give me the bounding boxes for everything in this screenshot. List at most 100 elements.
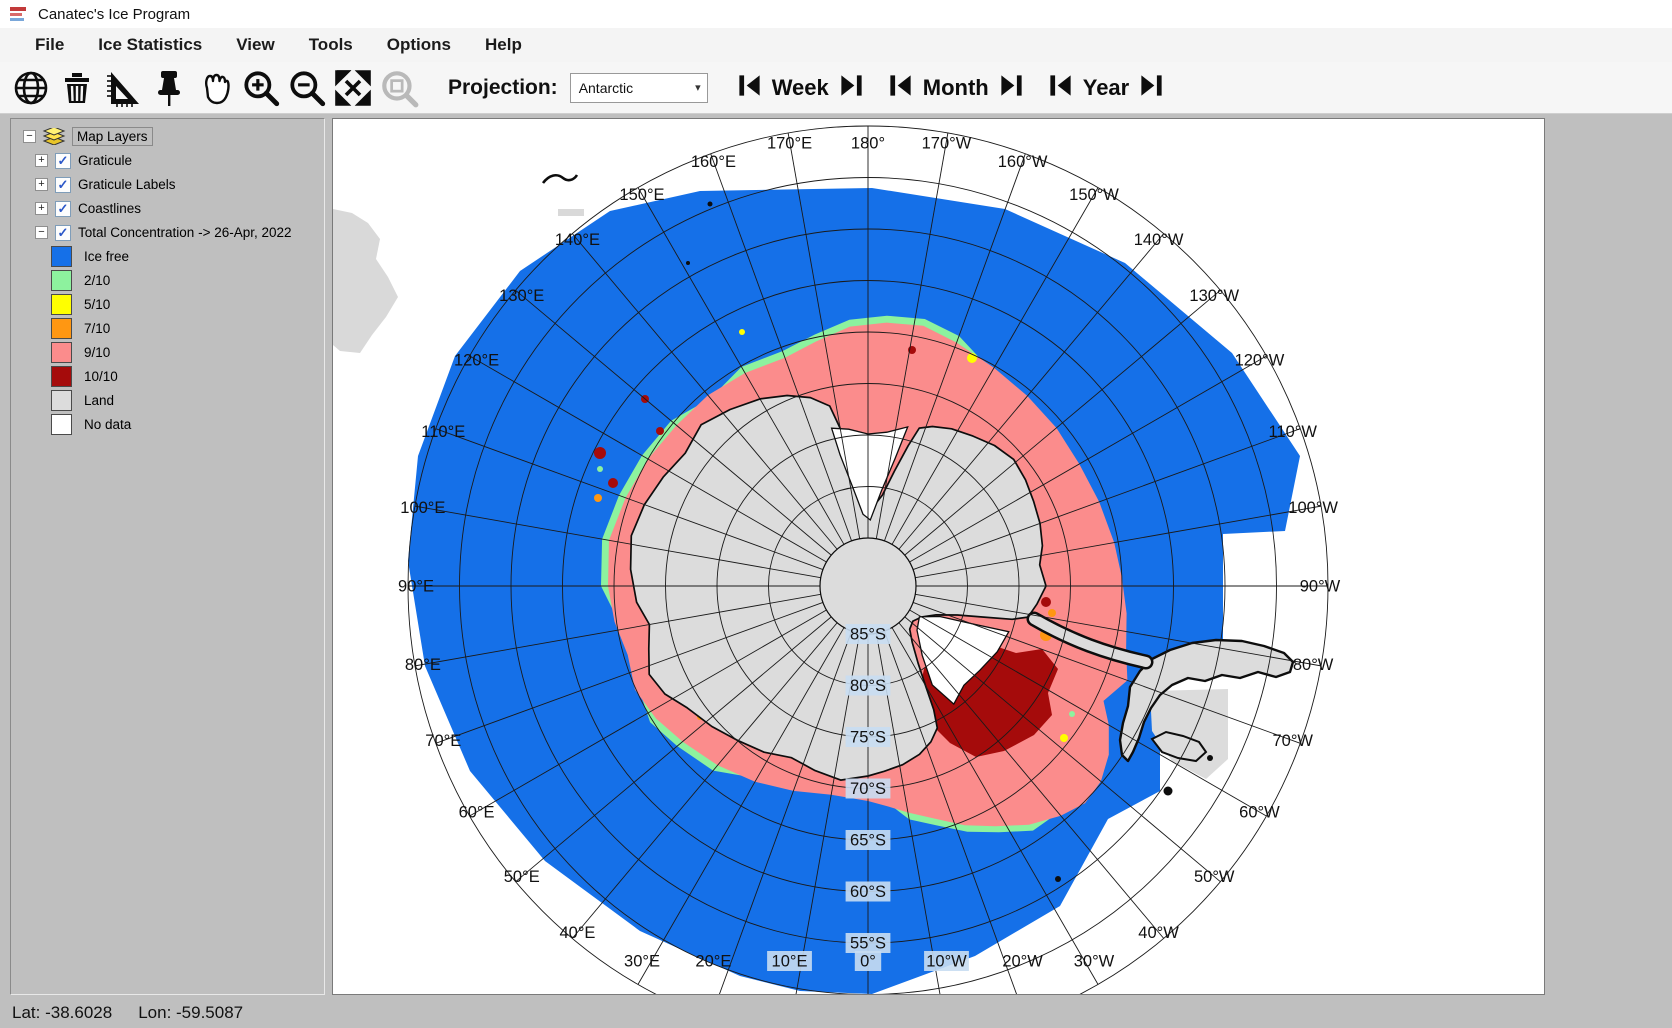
legend-swatch xyxy=(51,270,72,291)
legend-swatch xyxy=(51,294,72,315)
skip-forward-week-icon[interactable] xyxy=(838,72,865,104)
menu-item-ice-statistics[interactable]: Ice Statistics xyxy=(98,35,203,54)
nav-group-year: Year xyxy=(1041,72,1172,104)
map-panel[interactable]: 85°S 80°S 75°S 70°S 65°S 60°S 55°S 0° 10°E 20°E 30… xyxy=(332,118,1545,995)
projection-value: Antarctic xyxy=(578,79,634,96)
legend-label: 7/10 xyxy=(84,321,111,336)
menu-item-view[interactable]: View xyxy=(236,35,275,54)
legend-label: No data xyxy=(84,417,132,432)
projection-label: Projection: xyxy=(448,75,558,99)
skip-back-year-icon[interactable] xyxy=(1047,72,1074,104)
legend-swatch xyxy=(51,366,72,387)
pin-icon[interactable] xyxy=(146,65,192,111)
svg-text:85°S: 85°S xyxy=(850,626,886,644)
skip-back-month-icon[interactable] xyxy=(887,72,914,104)
svg-text:110°E: 110°E xyxy=(421,423,465,441)
layer-checkbox[interactable]: ✓ xyxy=(55,200,71,217)
app-icon xyxy=(10,6,30,22)
svg-text:70°E: 70°E xyxy=(425,732,461,750)
title-bar: Canatec's Ice Program xyxy=(0,0,1672,28)
layer-label[interactable]: Graticule Labels xyxy=(78,177,176,192)
measure-icon[interactable] xyxy=(100,65,146,111)
svg-text:120°W: 120°W xyxy=(1235,352,1285,370)
antarctic-ice-map[interactable]: 85°S 80°S 75°S 70°S 65°S 60°S 55°S0° 10°E 20°E 30… xyxy=(333,119,1544,994)
svg-text:60°E: 60°E xyxy=(459,804,495,822)
svg-text:110°W: 110°W xyxy=(1268,423,1317,441)
layer-checkbox[interactable]: ✓ xyxy=(55,224,71,241)
svg-text:20°W: 20°W xyxy=(1002,953,1043,971)
layer-label[interactable]: Graticule xyxy=(78,153,133,168)
skip-forward-month-icon[interactable] xyxy=(998,72,1025,104)
full-extent-icon[interactable] xyxy=(330,65,376,111)
status-lon: Lon: -59.5087 xyxy=(138,1002,244,1022)
svg-text:150°E: 150°E xyxy=(619,186,664,204)
nav-label-month: Month xyxy=(922,74,989,100)
legend-swatch xyxy=(51,414,72,435)
svg-text:40°W: 40°W xyxy=(1138,924,1179,942)
layer-label[interactable]: Total Concentration -> 26-Apr, 2022 xyxy=(78,225,292,240)
svg-text:170°E: 170°E xyxy=(767,135,812,153)
nav-group-week: Week xyxy=(730,72,871,104)
time-nav: Week Month Year xyxy=(730,72,1172,104)
svg-text:150°W: 150°W xyxy=(1069,186,1119,204)
legend-swatch xyxy=(51,342,72,363)
layer-row: − ✓ Total Concentration -> 26-Apr, 2022 xyxy=(11,221,324,244)
nav-group-month: Month xyxy=(881,72,1031,104)
legend-swatch xyxy=(51,318,72,339)
tree-expander[interactable]: + xyxy=(35,154,48,167)
legend-swatch xyxy=(51,246,72,267)
layer-label[interactable]: Coastlines xyxy=(78,201,142,216)
legend-label: 9/10 xyxy=(84,345,111,360)
legend-label: Ice free xyxy=(84,249,130,264)
legend-item: 5/10 xyxy=(11,293,324,316)
delete-icon[interactable] xyxy=(54,65,100,111)
svg-text:90°E: 90°E xyxy=(398,578,434,596)
legend-label: 2/10 xyxy=(84,273,111,288)
skip-back-week-icon[interactable] xyxy=(736,72,763,104)
menu-item-file[interactable]: File xyxy=(35,35,65,54)
svg-text:100°E: 100°E xyxy=(400,499,445,517)
legend-swatch xyxy=(51,390,72,411)
skip-forward-year-icon[interactable] xyxy=(1138,72,1165,104)
layer-row: + ✓ Coastlines xyxy=(11,197,324,220)
svg-text:65°S: 65°S xyxy=(850,832,886,850)
tree-root-row[interactable]: − Map Layers xyxy=(11,125,324,148)
tree-expander[interactable]: + xyxy=(35,178,48,191)
svg-text:0°: 0° xyxy=(860,953,876,971)
layer-checkbox[interactable]: ✓ xyxy=(55,152,71,169)
map-layers-root-label[interactable]: Map Layers xyxy=(72,127,153,146)
layer-checkbox[interactable]: ✓ xyxy=(55,176,71,193)
projection-select[interactable]: Antarctic ▾ xyxy=(569,72,708,103)
nav-label-week: Week xyxy=(771,74,829,100)
legend-item: Ice free xyxy=(11,245,324,268)
svg-text:70°S: 70°S xyxy=(850,780,886,798)
svg-text:60°W: 60°W xyxy=(1239,804,1280,822)
tree-expander[interactable]: − xyxy=(23,130,36,143)
menu-item-help[interactable]: Help xyxy=(484,35,522,54)
toolbar: Projection: Antarctic ▾ Week Month Year xyxy=(0,62,1672,114)
tree-expander[interactable]: + xyxy=(35,202,48,215)
svg-text:160°E: 160°E xyxy=(691,153,736,171)
status-bar: Lat: -38.6028 Lon: -59.5087 xyxy=(0,997,1672,1028)
svg-text:180°: 180° xyxy=(851,135,885,153)
menu-item-options[interactable]: Options xyxy=(386,35,451,54)
legend-item: 7/10 xyxy=(11,317,324,340)
tree-expander[interactable]: − xyxy=(35,226,48,239)
zoom-in-icon[interactable] xyxy=(238,65,284,111)
svg-text:10°W: 10°W xyxy=(926,953,967,971)
legend-label: Land xyxy=(84,393,115,408)
svg-text:90°W: 90°W xyxy=(1300,578,1341,596)
globe-icon[interactable] xyxy=(8,65,54,111)
svg-text:75°S: 75°S xyxy=(850,729,886,747)
layer-row: + ✓ Graticule Labels xyxy=(11,173,324,196)
svg-text:20°E: 20°E xyxy=(695,953,731,971)
legend-label: 5/10 xyxy=(84,297,111,312)
menu-item-tools[interactable]: Tools xyxy=(308,35,353,54)
zoom-out-icon[interactable] xyxy=(284,65,330,111)
svg-text:140°E: 140°E xyxy=(555,231,600,249)
pan-icon[interactable] xyxy=(192,65,238,111)
nav-label-year: Year xyxy=(1082,74,1130,100)
legend-item: No data xyxy=(11,413,324,436)
svg-text:40°E: 40°E xyxy=(559,924,595,942)
